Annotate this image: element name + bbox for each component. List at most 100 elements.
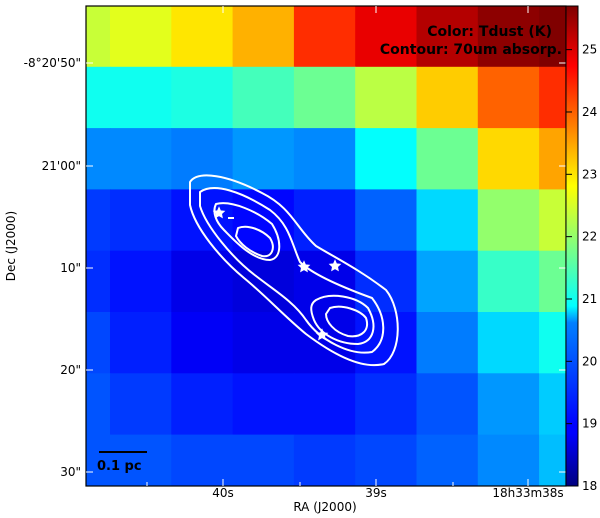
source-star xyxy=(212,206,226,219)
colorbar-tick-label: 23 xyxy=(582,167,597,181)
scale-bar: 0.1 pc xyxy=(97,451,147,474)
colorbar-ticks: 18 19 20 21 22 23 24 25 xyxy=(566,43,597,493)
y-tick-label: 10" xyxy=(60,261,81,275)
heatmap-cell xyxy=(86,189,111,252)
heatmap-cell xyxy=(477,189,540,252)
colorbar-tick-label: 18 xyxy=(582,479,597,493)
heatmap-cell xyxy=(171,434,234,486)
heatmap-cell xyxy=(110,312,172,374)
contour-inner-lower xyxy=(310,294,375,345)
heatmap-cell xyxy=(416,373,479,436)
x-axis-label: RA (J2000) xyxy=(293,500,356,514)
heatmap-cell xyxy=(477,312,540,374)
heatmap-cell xyxy=(110,373,172,436)
heatmap-cell xyxy=(171,6,234,68)
colorbar-gradient xyxy=(565,5,579,487)
heatmap-cell xyxy=(416,312,479,374)
heatmap-cell xyxy=(171,373,234,436)
x-tick-label: 39s xyxy=(365,486,387,500)
heatmap-cell xyxy=(539,312,566,374)
heatmap-cell xyxy=(416,189,479,252)
x-tick-label: 40s xyxy=(212,486,234,500)
colorbar-tick-label: 25 xyxy=(582,43,597,57)
heatmap-cell xyxy=(477,250,540,313)
heatmap-cell xyxy=(171,66,234,129)
heatmap-cell xyxy=(293,189,356,252)
heatmap-cell xyxy=(355,373,418,436)
contour-outer xyxy=(189,174,399,367)
source-star xyxy=(297,260,311,273)
heatmap-cell xyxy=(539,66,566,129)
source-star xyxy=(328,259,342,272)
heatmap-cell xyxy=(416,250,479,313)
heatmap-cell xyxy=(355,6,418,68)
heatmap-cell xyxy=(477,66,540,129)
contour-middle xyxy=(199,187,385,354)
heatmap-cell xyxy=(86,250,111,313)
heatmap-cell xyxy=(539,6,566,68)
heatmap-cell xyxy=(416,434,479,486)
annotation-contour-label: Contour: 70um absorp. xyxy=(380,42,562,58)
colorbar-tick-label: 21 xyxy=(582,292,597,306)
contour-core-lower xyxy=(325,305,368,338)
heatmap-cell xyxy=(171,128,234,190)
heatmap-cell xyxy=(110,434,172,486)
colorbar-tick-label: 22 xyxy=(582,230,597,244)
heatmap-cell xyxy=(355,434,418,486)
y-axis-label: Dec (J2000) xyxy=(4,211,18,281)
contour-core-upper xyxy=(235,225,274,258)
heatmap-cell xyxy=(171,312,234,374)
heatmap-cell xyxy=(539,250,566,313)
x-tick-label: 18h33m38s xyxy=(492,486,563,500)
heatmap-cell xyxy=(477,128,540,190)
heatmap-cell xyxy=(86,434,111,486)
heatmap-cell xyxy=(477,6,540,68)
heatmap-cell xyxy=(355,189,418,252)
heatmap-cell xyxy=(293,6,356,68)
heatmap-cell xyxy=(355,250,418,313)
heatmap-cells xyxy=(86,6,566,486)
heatmap-cell xyxy=(86,128,111,190)
heatmap-cell xyxy=(110,66,172,129)
annotation-color-label: Color: Tdust (K) xyxy=(427,24,552,40)
contour-inner-upper xyxy=(213,202,281,261)
colorbar-tick-label: 24 xyxy=(582,105,597,119)
heatmap-cell xyxy=(110,128,172,190)
heatmap-cell xyxy=(232,312,295,374)
y-tick-label: -8°20'50" xyxy=(24,56,81,70)
heatmap-cell xyxy=(86,312,111,374)
heatmap-cell xyxy=(86,373,111,436)
colorbar: 18 19 20 21 22 23 24 25 xyxy=(565,5,597,493)
heatmap-cell xyxy=(293,66,356,129)
heatmap-cell xyxy=(171,250,234,313)
heatmap-cell xyxy=(232,373,295,436)
heatmap-cell xyxy=(86,66,111,129)
heatmap-cell xyxy=(539,189,566,252)
heatmap-cell xyxy=(293,434,356,486)
source-star xyxy=(315,328,329,341)
x-axis: 40s 39s 18h33m38s xyxy=(146,6,564,500)
colorbar-tick-label: 20 xyxy=(582,354,597,368)
heatmap-cell xyxy=(232,128,295,190)
heatmap-cell xyxy=(355,66,418,129)
heatmap-cell xyxy=(293,128,356,190)
heatmap-cell xyxy=(110,250,172,313)
heatmap-cell xyxy=(539,128,566,190)
heatmap-cell xyxy=(416,6,479,68)
y-tick-label: 21'00" xyxy=(42,159,81,173)
heatmap-cell xyxy=(232,66,295,129)
heatmap-cell xyxy=(232,6,295,68)
heatmap-cell xyxy=(110,6,172,68)
y-tick-label: 20" xyxy=(60,363,81,377)
heatmap-cell xyxy=(293,373,356,436)
heatmap-cell xyxy=(110,189,172,252)
y-axis: -8°20'50" 21'00" 10" 20" 30" xyxy=(24,56,566,479)
heatmap-cell xyxy=(293,250,356,313)
absorption-contours xyxy=(189,174,399,367)
scale-bar-label: 0.1 pc xyxy=(97,459,142,474)
heatmap-cell xyxy=(232,434,295,486)
heatmap-cell xyxy=(416,128,479,190)
colorbar-tick-label: 19 xyxy=(582,417,597,431)
heatmap-cell xyxy=(86,6,111,68)
